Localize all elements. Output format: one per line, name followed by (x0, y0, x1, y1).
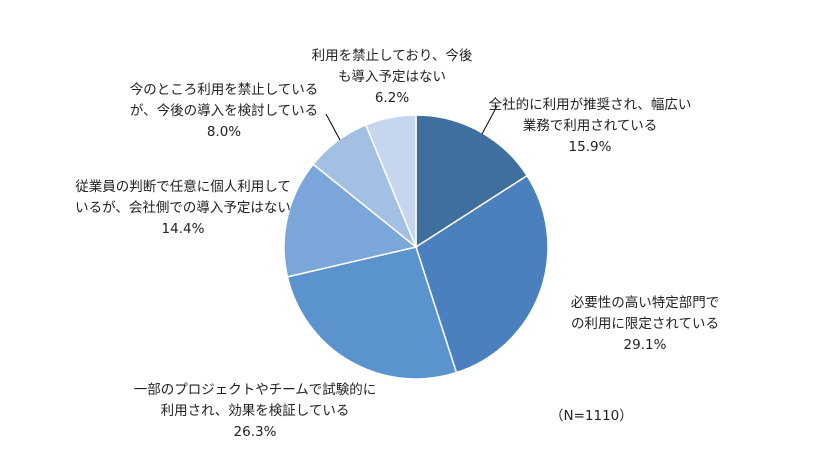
sample-size-note: （N=1110） (550, 408, 633, 424)
leader-line-slice-1 (481, 105, 498, 135)
label-slice-6-line-1: 利用を禁止しており、今後 (311, 48, 473, 64)
label-slice-3: 一部のプロジェクトやチームで試験的に 利用され、効果を検証している 26.3% (134, 380, 377, 443)
label-slice-4-line-1: 従業員の判断で任意に個人利用して (75, 179, 291, 195)
label-slice-5: 今のところ利用を禁止している が、今後の導入を検討している 8.0% (130, 80, 319, 143)
label-slice-5-value: 8.0% (206, 124, 242, 140)
label-slice-1-value: 15.9% (568, 139, 612, 155)
label-slice-6: 利用を禁止しており、今後 も導入予定はない 6.2% (312, 46, 473, 109)
label-slice-6-line-2: も導入予定はない (338, 69, 446, 85)
label-slice-5-line-2: が、今後の導入を検討している (129, 103, 319, 119)
label-slice-5-line-1: 今のところ利用を禁止している (129, 82, 319, 98)
label-slice-3-line-2: 利用され、効果を検証している (160, 403, 350, 419)
label-slice-1: 全社的に利用が推奨され、幅広い 業務で利用されている 15.9% (489, 95, 692, 158)
label-slice-4-value: 14.4% (161, 221, 205, 237)
label-slice-4-line-2: いるが、会社側での導入予定はない (75, 200, 291, 216)
pie-slice-6 (364, 114, 417, 248)
label-slice-6-value: 6.2% (374, 90, 410, 106)
label-slice-1-line-2: 業務で利用されている (522, 118, 658, 134)
pie-slice-1 (415, 114, 529, 249)
pie-slice-3 (286, 246, 458, 380)
pie-slice-2 (415, 174, 549, 374)
label-slice-3-value: 26.3% (233, 424, 277, 440)
label-slice-2-line-1: 必要性の高い特定部門で (570, 295, 720, 311)
label-slice-2-line-2: の利用に限定されている (570, 316, 720, 332)
pie-slice-4 (283, 163, 418, 278)
label-slice-3-line-1: 一部のプロジェクトやチームで試験的に (133, 382, 377, 398)
leader-line-slice-5 (325, 113, 341, 141)
label-slice-1-line-1: 全社的に利用が推奨され、幅広い (488, 97, 692, 113)
label-slice-2: 必要性の高い特定部門で の利用に限定されている 29.1% (571, 293, 720, 356)
label-slice-2-value: 29.1% (623, 337, 667, 353)
label-slice-4: 従業員の判断で任意に個人利用して いるが、会社側での導入予定はない 14.4% (75, 177, 291, 240)
